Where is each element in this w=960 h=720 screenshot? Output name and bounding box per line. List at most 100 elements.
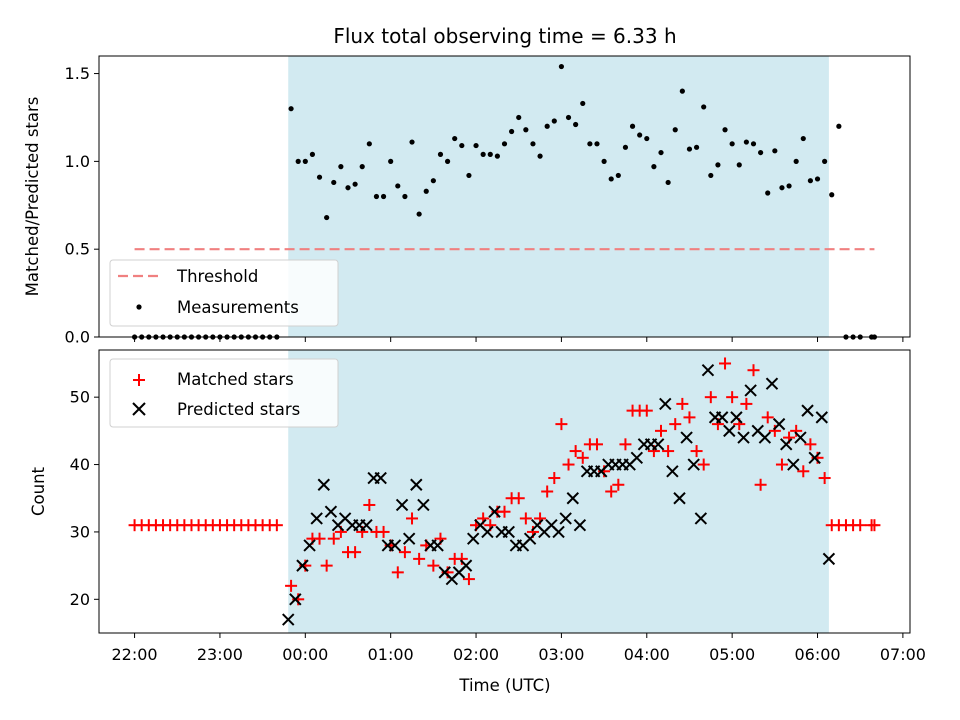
x-tick-label: 22:00 [112, 645, 158, 664]
measurement-point [444, 158, 451, 164]
x-tick-label: 03:00 [538, 645, 584, 664]
x-tick-label: 02:00 [453, 645, 499, 664]
predicted-star-marker [659, 397, 672, 411]
matched-star-marker [690, 445, 703, 458]
y-tick-label: 0.5 [65, 240, 90, 259]
predicted-star-marker [794, 431, 807, 444]
predicted-marker-b [772, 417, 786, 431]
ratio-chart-title: Flux total observing time = 6.33 h [333, 24, 676, 48]
measurement-point [679, 88, 685, 94]
matched-star-marker [320, 559, 333, 572]
measurement-point [665, 179, 671, 186]
predicted-star-marker [780, 438, 793, 451]
count-x-axis: 22:00 23:00 00:00 01:00 02:00 03:00 04:00 05:00… [112, 633, 926, 664]
measurement-point [338, 164, 344, 170]
measurement-point [615, 172, 621, 179]
measurement-point [829, 192, 835, 198]
predicted-marker-b [566, 492, 580, 505]
measurement-point [302, 158, 308, 164]
measurement-point [765, 190, 771, 196]
predicted-star-marker [481, 525, 494, 539]
legend-matched-swatch [133, 374, 145, 386]
measurement-point [701, 104, 707, 110]
measurement-point [309, 151, 316, 157]
predicted-marker-b [395, 498, 409, 512]
matched-star-marker [619, 438, 632, 451]
predicted-marker-b [303, 539, 316, 552]
ratio-observing-window [288, 56, 829, 337]
predicted-marker-b [630, 451, 644, 465]
x-tick-label: 05:00 [709, 645, 755, 664]
measurement-point [750, 141, 757, 147]
measurement-point [480, 151, 486, 157]
predicted-marker-b [402, 532, 416, 545]
measurement-point [324, 214, 330, 221]
measurement-point [729, 141, 735, 147]
predicted-marker-b [282, 613, 295, 626]
y-tick-label: 40 [70, 455, 90, 474]
x-tick-label: 04:00 [624, 645, 670, 664]
matched-star-marker [327, 532, 340, 545]
measurement-point [686, 146, 693, 152]
predicted-marker-b [765, 377, 779, 390]
measurement-point [580, 100, 586, 107]
measurement-point [373, 193, 380, 200]
predicted-star-marker [694, 512, 708, 525]
predicted-marker-b [431, 539, 444, 552]
matched-star-marker [363, 498, 376, 511]
measurement-point [509, 128, 515, 135]
legend-predicted-swatch [132, 402, 146, 416]
matched-star-marker [605, 485, 618, 498]
predicted-star-marker [715, 411, 729, 424]
predicted-marker-b [758, 431, 772, 444]
predicted-marker-b [289, 593, 302, 606]
matched-star-marker [313, 532, 326, 545]
matched-star-marker [775, 458, 788, 471]
x-tick-label: 00:00 [282, 645, 328, 664]
predicted-star-marker [651, 438, 665, 451]
predicted-marker-b [502, 525, 515, 539]
legend-measurements-swatch [136, 304, 142, 310]
measurement-point [807, 178, 814, 184]
measurement-point [452, 135, 458, 142]
predicted-star-marker [459, 559, 473, 572]
matched-star-marker [854, 519, 867, 532]
measurement-point [537, 153, 543, 159]
measurement-point [388, 158, 394, 164]
measurement-point [608, 176, 614, 182]
predicted-marker-b [815, 411, 828, 424]
predicted-star-marker [687, 458, 700, 471]
count-legend-box [109, 358, 339, 428]
predicted-marker-b [666, 465, 679, 478]
matched-star-marker [612, 478, 625, 491]
measurement-point [316, 174, 323, 180]
measurement-point [814, 176, 821, 182]
predicted-star-marker [701, 364, 715, 377]
predicted-marker-b [388, 539, 402, 552]
predicted-star-marker [395, 498, 409, 512]
predicted-marker-b [723, 424, 736, 438]
measurement-point [558, 63, 565, 70]
predicted-star-marker [573, 518, 587, 532]
predicted-star-marker [744, 384, 757, 397]
predicted-star-marker [310, 512, 323, 525]
legend-matched-label: Matched stars [177, 370, 294, 389]
measurement-point [295, 158, 301, 164]
matched-star-marker [576, 451, 589, 464]
predicted-marker-b [324, 505, 338, 518]
matched-star-marker [804, 438, 817, 451]
matched-star-marker [427, 559, 440, 572]
predicted-star-marker [765, 377, 779, 390]
matched-star-marker [676, 397, 689, 410]
matched-star-marker [270, 519, 283, 532]
measurement-point [594, 141, 600, 147]
predicted-star-marker [673, 492, 686, 505]
predicted-star-marker [822, 552, 836, 566]
y-tick-label: 1.5 [65, 64, 90, 83]
matched-star-marker [519, 512, 532, 525]
matched-star-marker [462, 573, 475, 586]
matched-star-marker [669, 418, 682, 431]
predicted-marker-b [488, 505, 501, 518]
matched-star-marker [719, 357, 732, 370]
